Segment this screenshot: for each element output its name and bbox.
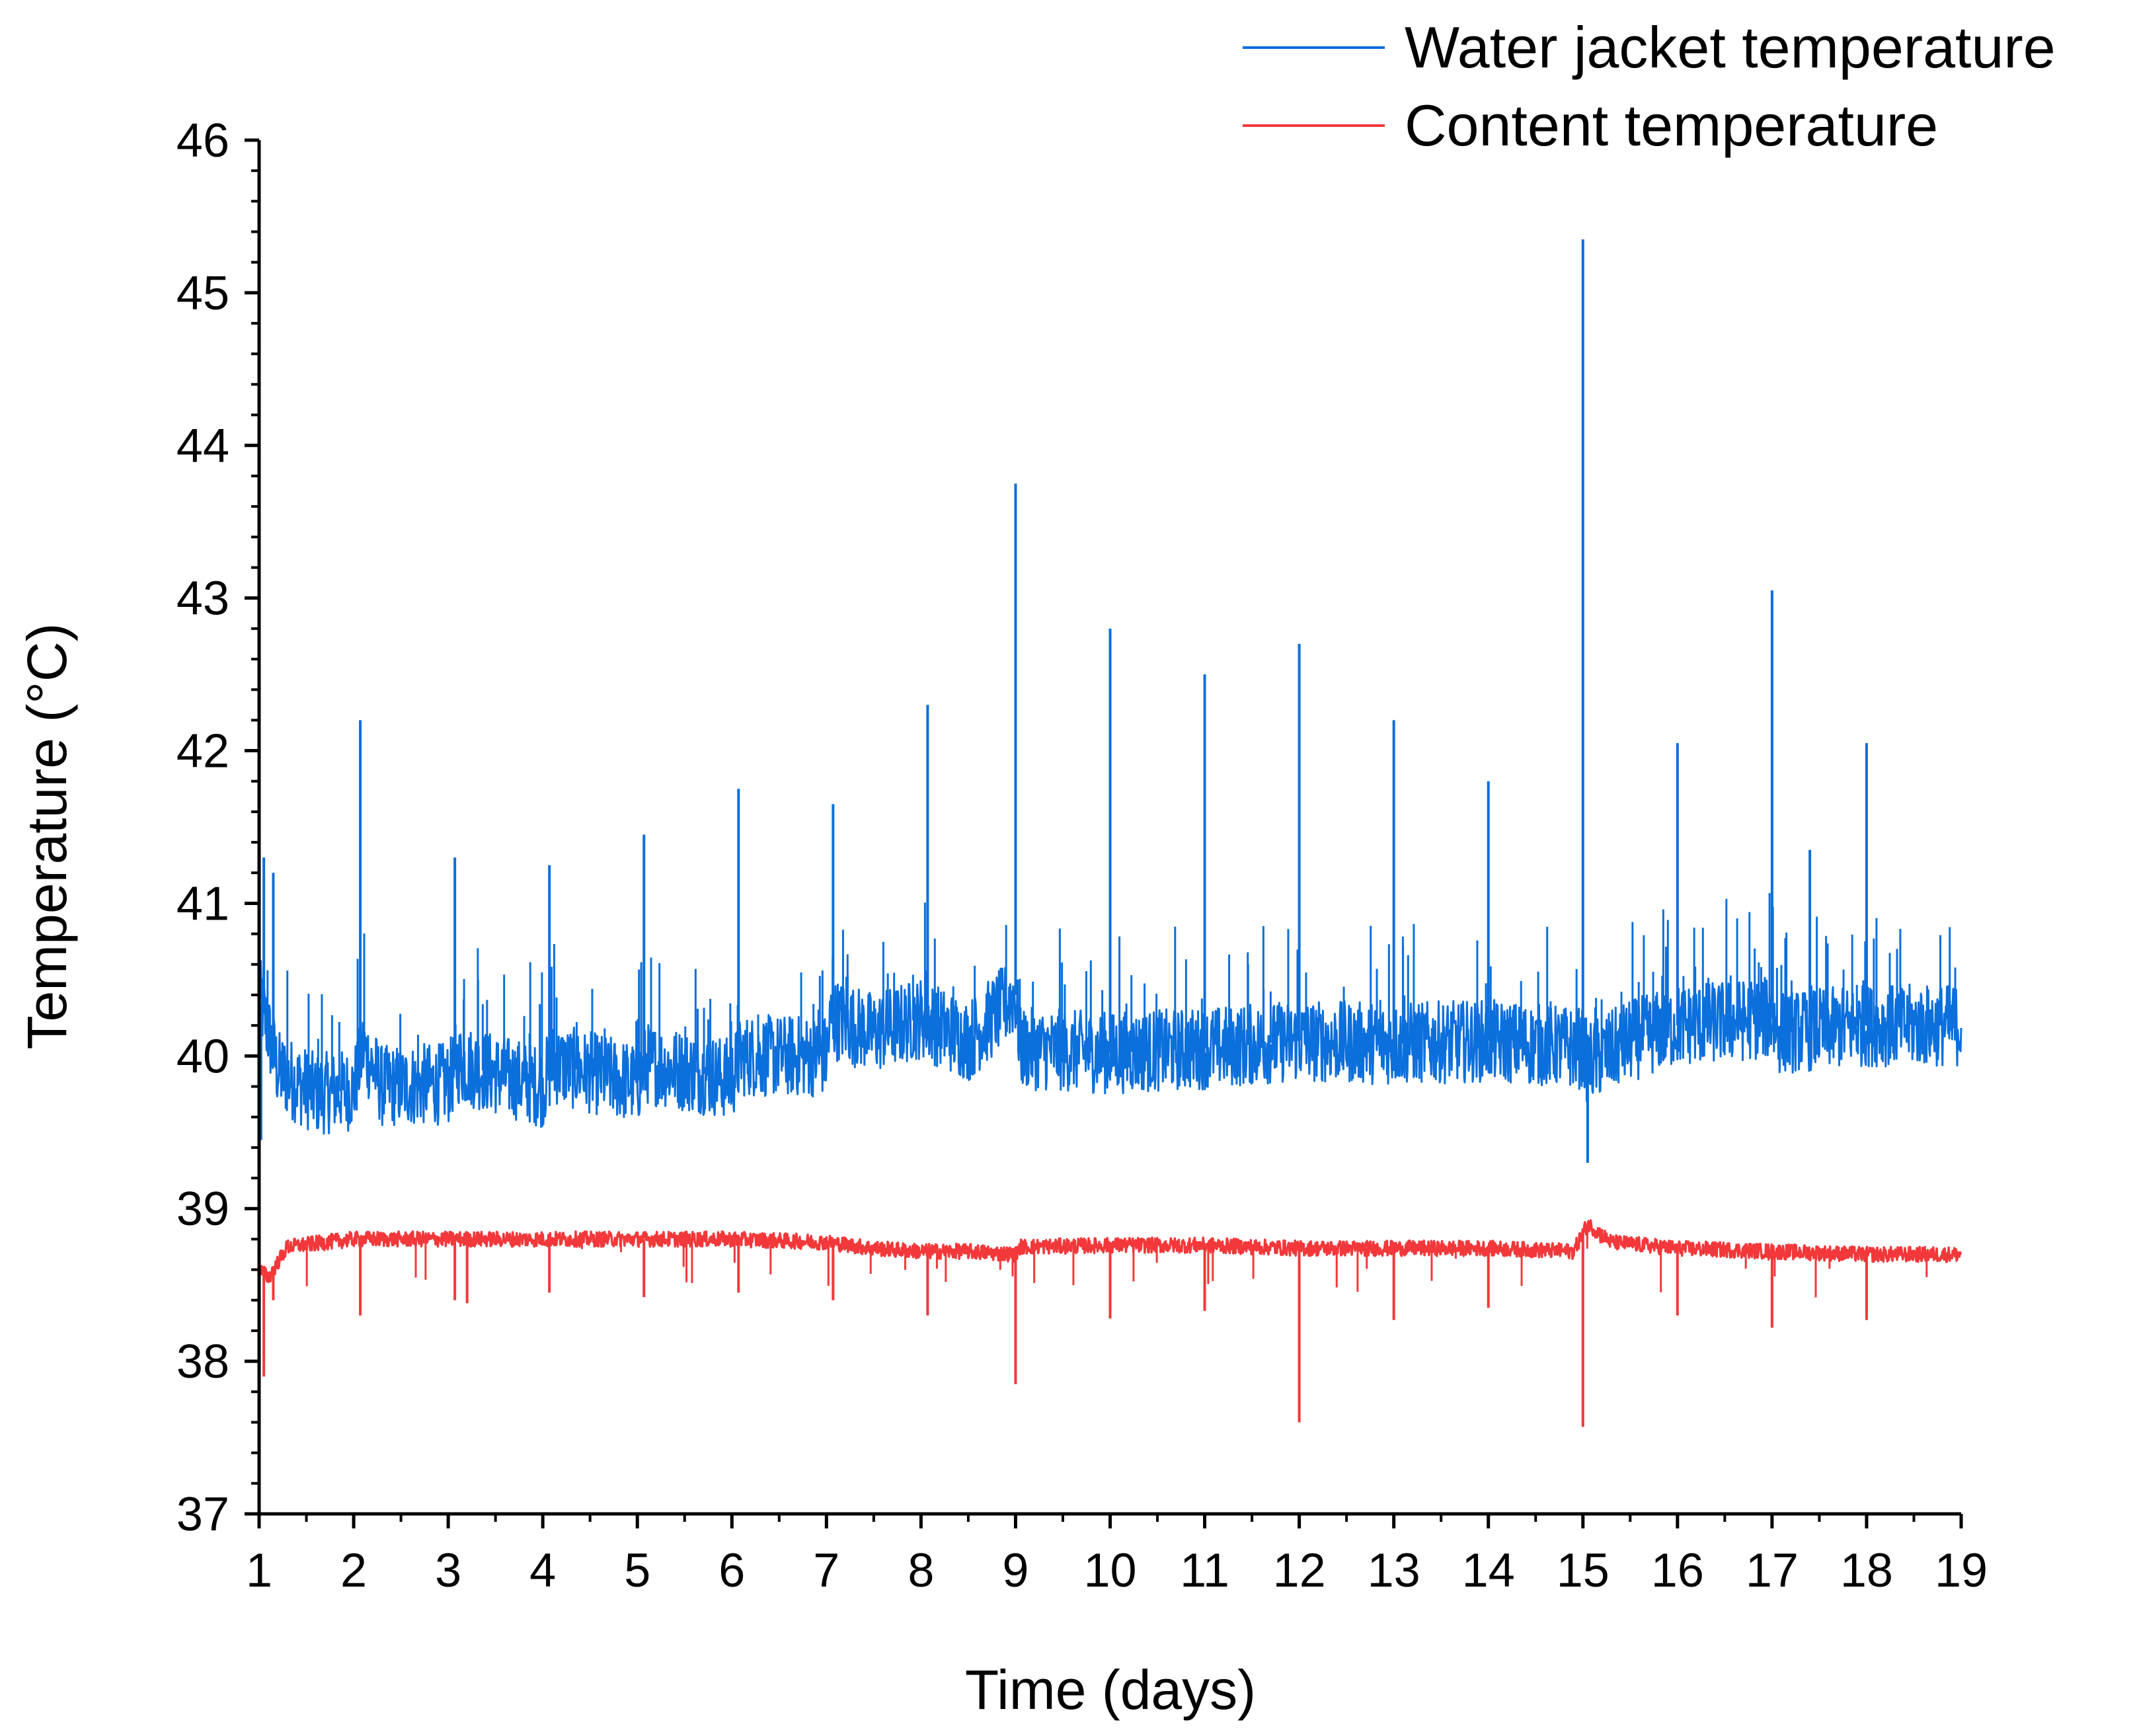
x-tick-label: 19 bbox=[1935, 1544, 1988, 1597]
y-tick-label: 41 bbox=[176, 877, 229, 930]
x-tick-label: 8 bbox=[908, 1544, 934, 1597]
x-tick-label: 7 bbox=[813, 1544, 839, 1597]
x-tick-label: 1 bbox=[246, 1544, 272, 1597]
x-tick-label: 10 bbox=[1083, 1544, 1136, 1597]
y-tick-label: 37 bbox=[176, 1488, 229, 1541]
x-tick-label: 2 bbox=[340, 1544, 367, 1597]
y-tick-label: 39 bbox=[176, 1183, 229, 1236]
y-tick-label: 46 bbox=[176, 114, 229, 167]
legend-label-content: Content temperature bbox=[1405, 93, 1938, 158]
x-tick-label: 3 bbox=[435, 1544, 461, 1597]
y-tick-label: 44 bbox=[176, 420, 229, 473]
x-tick-label: 18 bbox=[1840, 1544, 1893, 1597]
x-tick-label: 15 bbox=[1557, 1544, 1610, 1597]
x-tick-label: 16 bbox=[1651, 1544, 1704, 1597]
x-tick-label: 4 bbox=[529, 1544, 556, 1597]
x-axis-title: Time (days) bbox=[965, 1659, 1256, 1721]
series-layer bbox=[258, 239, 1962, 1427]
y-axis-title: Temperature (°C) bbox=[16, 623, 78, 1049]
y-tick-label: 43 bbox=[176, 572, 229, 625]
legend-label-water-jacket: Water jacket temperature bbox=[1405, 15, 2056, 80]
x-tick-label: 5 bbox=[624, 1544, 650, 1597]
series-water-jacket bbox=[258, 239, 1962, 1163]
legend: Water jacket temperature Content tempera… bbox=[1243, 15, 2056, 158]
y-tick-label: 38 bbox=[176, 1335, 229, 1388]
x-tick-label: 11 bbox=[1180, 1544, 1229, 1597]
x-tick-label: 12 bbox=[1273, 1544, 1326, 1597]
y-tick-label: 45 bbox=[176, 267, 229, 320]
y-tick-label: 40 bbox=[176, 1030, 229, 1083]
x-tick-label: 9 bbox=[1002, 1544, 1029, 1597]
x-tick-label: 13 bbox=[1368, 1544, 1420, 1597]
x-tick-label: 17 bbox=[1746, 1544, 1799, 1597]
series-content bbox=[258, 1219, 1962, 1427]
x-tick-label: 14 bbox=[1462, 1544, 1515, 1597]
y-tick-label: 42 bbox=[176, 725, 229, 778]
x-tick-label: 6 bbox=[718, 1544, 745, 1597]
